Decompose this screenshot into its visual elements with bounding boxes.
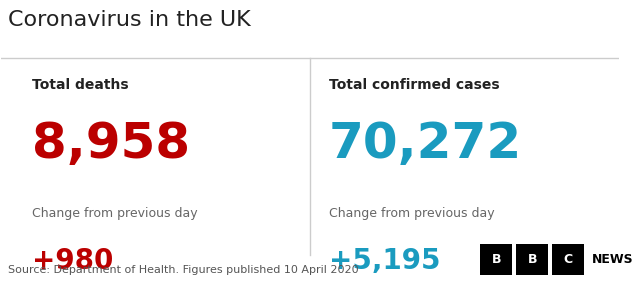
- Text: 8,958: 8,958: [32, 120, 191, 168]
- Text: B: B: [527, 253, 537, 266]
- Text: Source: Department of Health. Figures published 10 April 2020: Source: Department of Health. Figures pu…: [8, 265, 358, 275]
- Text: C: C: [563, 253, 573, 266]
- Text: Total deaths: Total deaths: [32, 78, 129, 91]
- Text: +5,195: +5,195: [329, 247, 440, 275]
- FancyBboxPatch shape: [480, 244, 513, 275]
- Text: NEWS: NEWS: [591, 253, 633, 266]
- Text: B: B: [492, 253, 501, 266]
- Text: Total confirmed cases: Total confirmed cases: [329, 78, 499, 91]
- Text: +980: +980: [32, 247, 114, 275]
- Text: Coronavirus in the UK: Coronavirus in the UK: [8, 10, 250, 30]
- Text: 70,272: 70,272: [329, 120, 522, 168]
- Text: Change from previous day: Change from previous day: [329, 207, 495, 220]
- FancyBboxPatch shape: [552, 244, 584, 275]
- Text: Change from previous day: Change from previous day: [32, 207, 198, 220]
- FancyBboxPatch shape: [516, 244, 548, 275]
